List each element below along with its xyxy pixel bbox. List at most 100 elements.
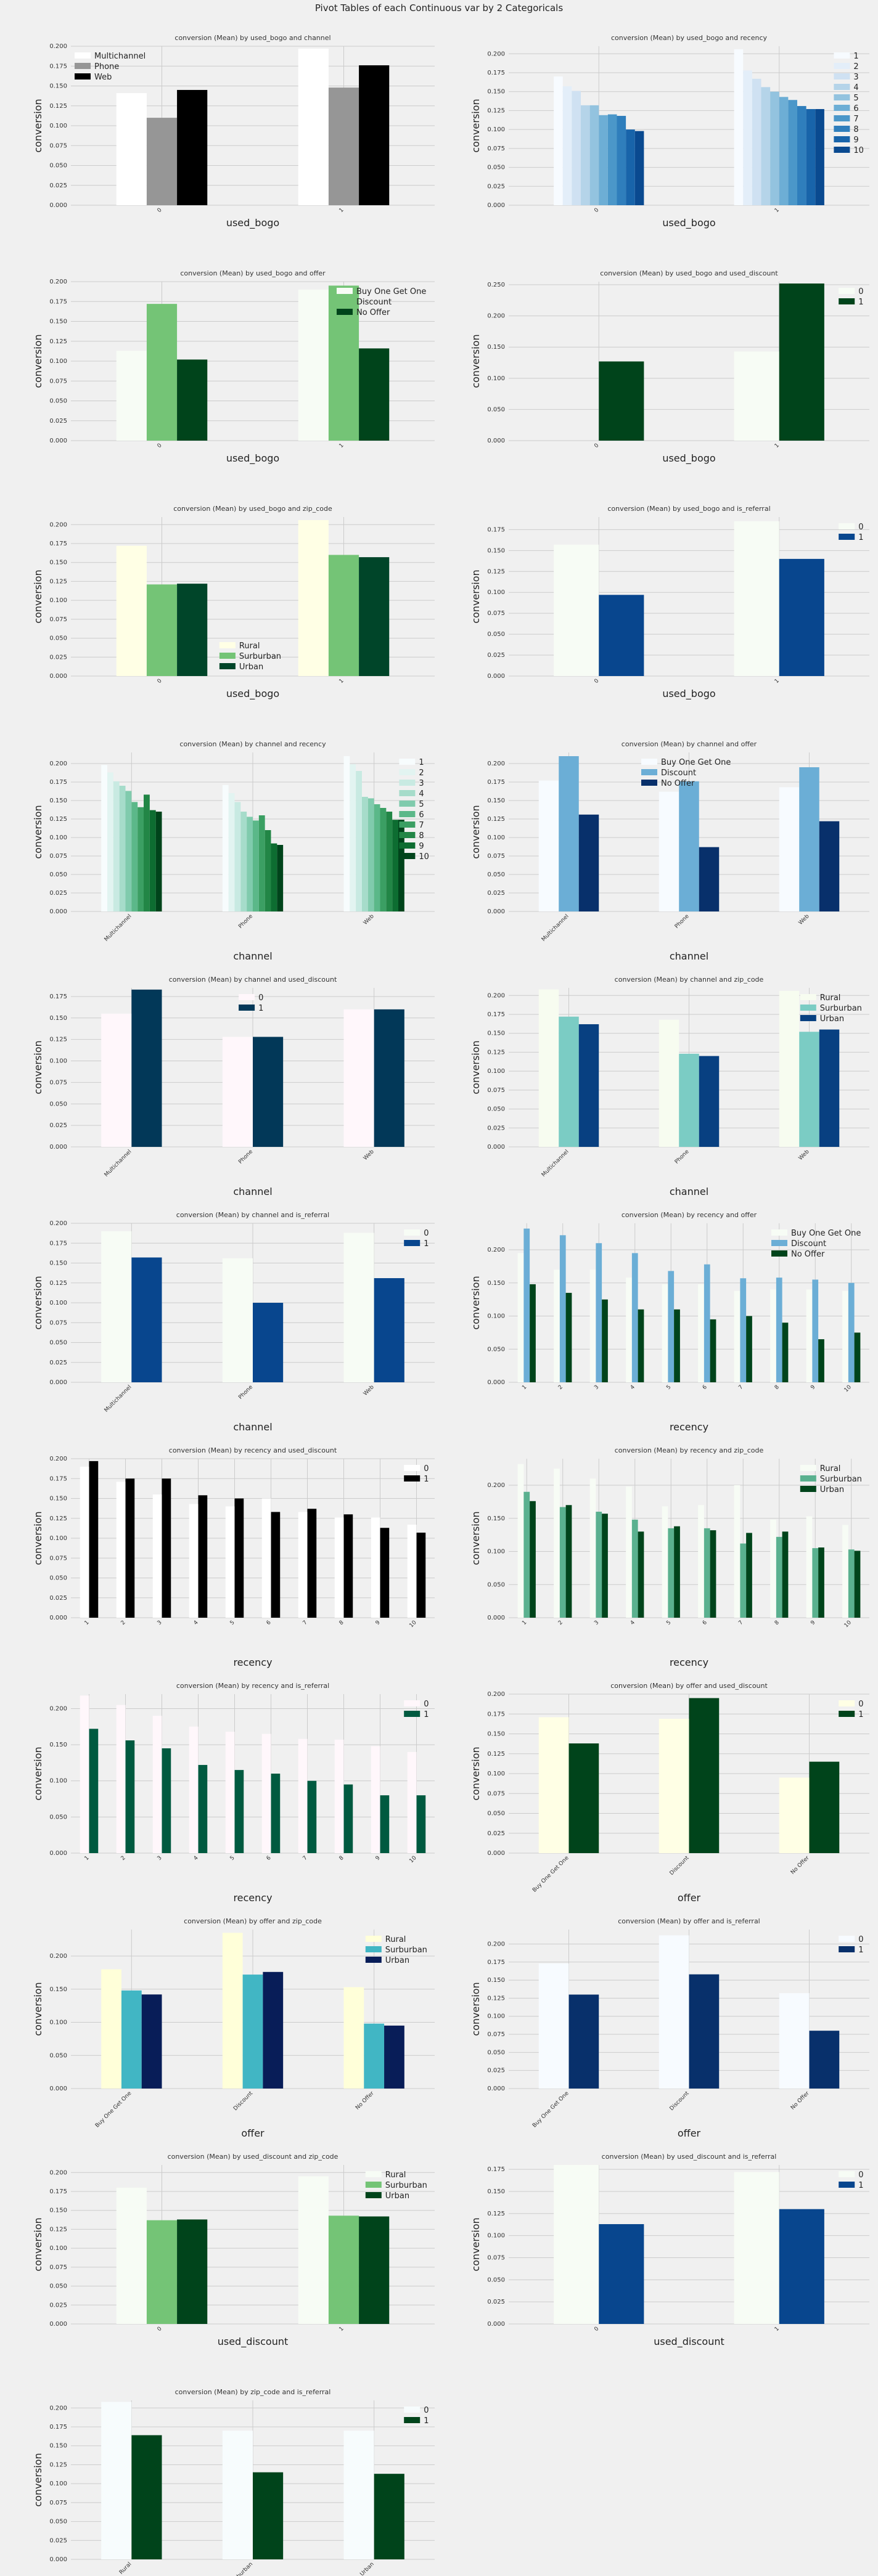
y-tick-label: 0.075 <box>487 853 505 860</box>
bar <box>113 781 120 911</box>
legend-swatch <box>404 2407 421 2413</box>
y-tick-label: 0.000 <box>49 1144 67 1151</box>
y-tick-label: 0.025 <box>49 1359 67 1366</box>
y-tick-label: 0.200 <box>487 51 505 57</box>
y-tick-label: 0.150 <box>49 560 67 566</box>
bar <box>359 557 390 676</box>
x-tick-label: 1 <box>521 1384 528 1391</box>
chart-title: conversion (Mean) by offer and used_disc… <box>610 1682 768 1690</box>
bar <box>554 1469 560 1618</box>
y-tick-label: 0.175 <box>49 540 67 547</box>
x-tick-label: 6 <box>265 1855 272 1862</box>
y-tick-label: 0.050 <box>487 631 505 638</box>
y-tick-label: 0.075 <box>49 616 67 623</box>
y-tick-label: 0.050 <box>49 2052 67 2059</box>
y-axis-label: conversion <box>32 1276 44 1329</box>
y-tick-label: 0.000 <box>487 438 505 444</box>
legend-swatch <box>337 309 353 315</box>
chart-panel: conversion (Mean) by recency and used_di… <box>32 1446 435 1668</box>
x-tick-label: Multichannel <box>541 1149 570 1178</box>
legend-label: 9 <box>853 136 858 145</box>
y-tick-label: 0.050 <box>49 2283 67 2290</box>
bar <box>89 1461 99 1618</box>
bar <box>364 2023 385 2089</box>
y-tick-label: 0.125 <box>49 1515 67 1522</box>
chart-title: conversion (Mean) by recency and used_di… <box>169 1446 337 1454</box>
bar <box>602 1514 608 1618</box>
legend-label: Rural <box>385 1935 406 1944</box>
x-tick-label: Surburban <box>229 2561 254 2576</box>
legend-swatch <box>839 523 855 529</box>
legend-label: Rural <box>820 993 841 1003</box>
legend-swatch <box>641 769 657 775</box>
y-tick-label: 0.050 <box>49 398 67 405</box>
legend-label: Phone <box>94 62 119 71</box>
y-tick-label: 0.075 <box>487 145 505 152</box>
legend: 01 <box>404 1700 429 1719</box>
bar <box>854 1551 861 1618</box>
bar <box>343 2431 374 2559</box>
y-tick-label: 0.000 <box>487 1144 505 1151</box>
legend-label: Urban <box>385 1956 409 1965</box>
y-tick-label: 0.000 <box>487 2085 505 2092</box>
bar <box>806 1289 813 1382</box>
y-tick-label: 0.000 <box>487 908 505 915</box>
bar <box>848 1549 855 1618</box>
x-tick-label: Multichannel <box>104 913 133 943</box>
legend-swatch <box>404 1240 421 1246</box>
y-axis-label: conversion <box>32 1040 44 1094</box>
x-tick-label: 1 <box>774 442 781 449</box>
chart-panel: conversion (Mean) by used_discount and i… <box>470 2153 869 2348</box>
bar <box>626 129 635 205</box>
bar <box>177 584 208 676</box>
bar <box>806 108 816 205</box>
y-tick-label: 0.100 <box>487 2013 505 2020</box>
x-tick-label: 9 <box>810 1384 816 1391</box>
y-tick-label: 0.050 <box>487 1581 505 1588</box>
bar <box>779 2209 824 2324</box>
bar <box>568 1994 599 2089</box>
legend-swatch <box>800 1465 816 1471</box>
legend-label: 1 <box>853 52 858 61</box>
bar <box>234 802 241 911</box>
bar <box>797 106 806 205</box>
bar <box>631 1253 638 1382</box>
y-tick-label: 0.200 <box>487 1941 505 1947</box>
x-tick-label: 1 <box>521 1620 528 1626</box>
y-tick-label: 0.125 <box>49 1037 67 1043</box>
y-tick-label: 0.050 <box>487 1346 505 1353</box>
bar <box>298 1512 308 1618</box>
y-tick-label: 0.000 <box>49 438 67 444</box>
x-tick-label: Multichannel <box>104 1149 133 1178</box>
y-tick-label: 0.200 <box>49 521 67 528</box>
bar <box>367 798 374 911</box>
y-tick-label: 0.100 <box>49 834 67 841</box>
bar <box>689 1974 720 2089</box>
x-tick-label: 5 <box>229 1620 236 1626</box>
legend-label: Web <box>94 73 112 82</box>
bar <box>815 108 824 205</box>
bar <box>589 1478 596 1618</box>
chart-panel: conversion (Mean) by channel and zip_cod… <box>470 976 869 1197</box>
chart-panel: conversion (Mean) by used_bogo and offer… <box>32 269 435 465</box>
legend: 01 <box>404 2406 429 2426</box>
y-axis-label: conversion <box>470 2217 482 2271</box>
y-tick-label: 0.075 <box>49 2500 67 2506</box>
x-tick-label: 3 <box>593 1384 600 1391</box>
y-tick-label: 0.175 <box>49 298 67 305</box>
x-tick-label: 10 <box>843 1620 853 1629</box>
y-tick-label: 0.125 <box>49 1280 67 1287</box>
x-tick-label: Multichannel <box>541 913 570 943</box>
y-tick-label: 0.050 <box>49 635 67 642</box>
y-tick-label: 0.025 <box>487 2068 505 2074</box>
legend-swatch <box>834 147 850 153</box>
legend: 01 <box>839 2170 863 2190</box>
bar <box>812 1279 819 1382</box>
legend-swatch <box>834 73 850 79</box>
legend-label: 6 <box>419 810 424 820</box>
legend-label: No Offer <box>791 1250 825 1259</box>
y-tick-label: 0.000 <box>487 673 505 680</box>
